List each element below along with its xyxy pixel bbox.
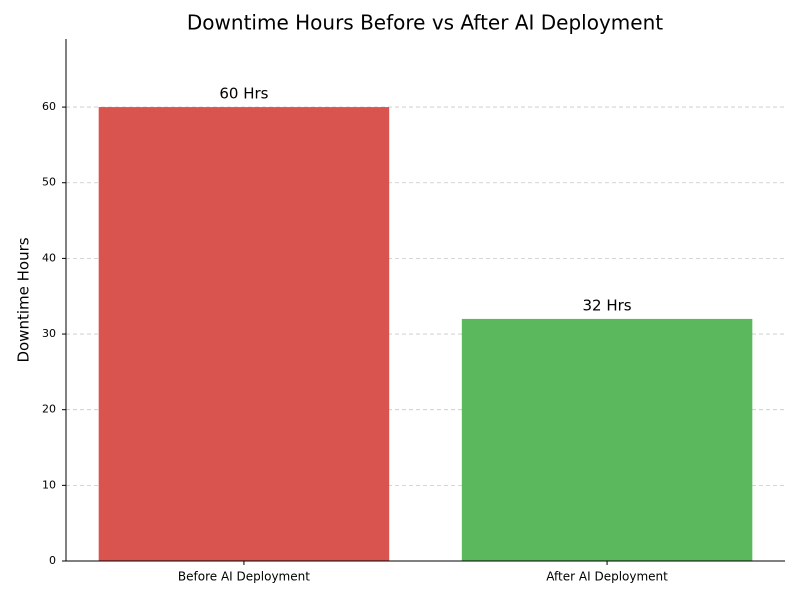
y-tick-label: 0 [49, 554, 56, 567]
y-tick-label: 10 [42, 478, 56, 491]
x-tick-label: After AI Deployment [546, 570, 668, 584]
chart-title: Downtime Hours Before vs After AI Deploy… [187, 11, 663, 35]
x-tick-label: Before AI Deployment [178, 570, 310, 584]
y-tick-label: 50 [42, 176, 56, 189]
y-tick-label: 60 [42, 100, 56, 113]
y-tick-label: 40 [42, 251, 56, 264]
y-axis-label: Downtime Hours [15, 237, 33, 362]
y-tick-label: 20 [42, 403, 56, 416]
value-label: 32 Hrs [583, 296, 632, 314]
bar [98, 107, 390, 561]
value-label: 60 Hrs [219, 85, 268, 103]
y-tick-label: 30 [42, 327, 56, 340]
bar [461, 318, 753, 561]
